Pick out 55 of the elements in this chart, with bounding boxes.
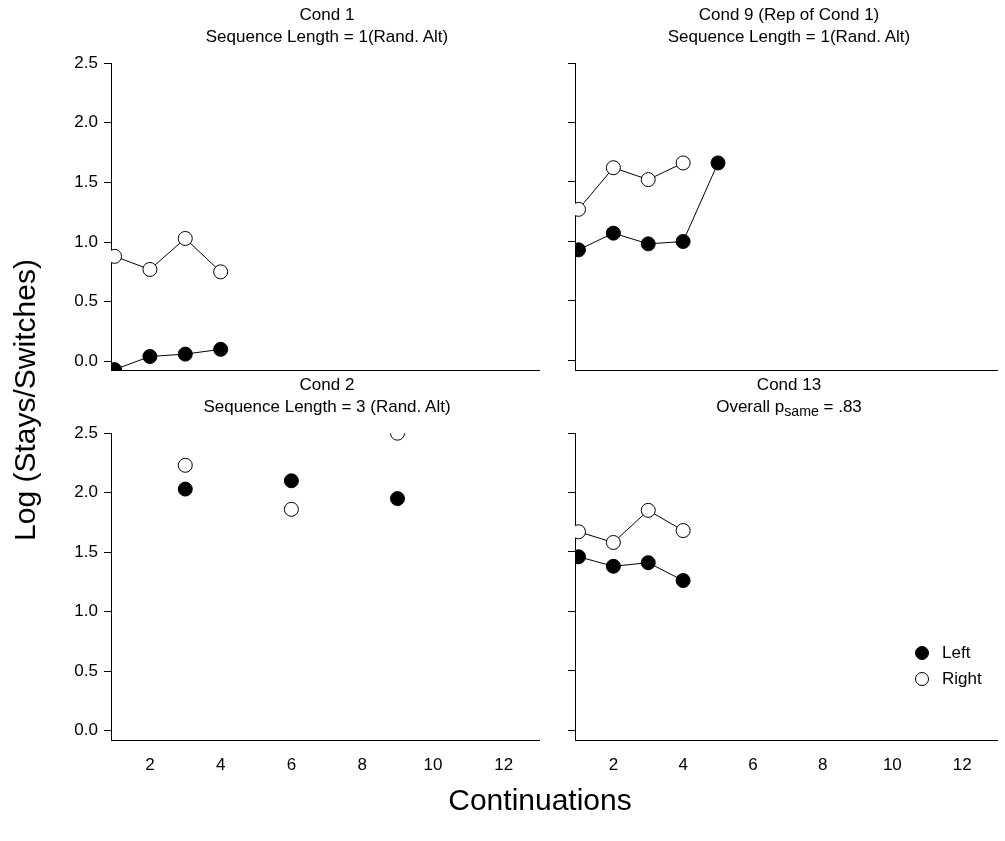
chart-subtitle: Sequence Length = 1(Rand. Alt) — [205, 27, 449, 46]
y-tick-label: 2.5 — [74, 52, 98, 72]
y-tick-label: 1.0 — [74, 601, 98, 621]
point — [640, 172, 656, 188]
chart-title: Cond 2 — [299, 375, 355, 394]
point — [605, 534, 621, 550]
y-tick-label: 1.5 — [74, 172, 98, 192]
y-tick-label: 0.0 — [74, 720, 98, 740]
x-tick-label: 4 — [215, 754, 226, 774]
point — [640, 502, 656, 518]
y-tick-label: 2.5 — [74, 422, 98, 442]
point — [213, 341, 229, 357]
x-axis-title: Continuations — [448, 783, 632, 817]
x-tick-label: 8 — [357, 754, 367, 774]
point — [177, 230, 193, 246]
x-tick-label: 4 — [678, 754, 688, 774]
x-tick-label: 6 — [748, 754, 758, 774]
x-tick-label: 12 — [952, 754, 972, 774]
y-axis-title: Log (Stays/Switches) — [8, 259, 42, 541]
legend-label: Right — [942, 668, 982, 688]
point — [675, 233, 691, 249]
chart-subtitle: Sequence Length = 1(Rand. Alt) — [667, 27, 911, 46]
point — [640, 236, 656, 252]
point — [640, 555, 656, 571]
point — [605, 558, 621, 574]
chart-title: Cond 13 — [756, 375, 822, 394]
y-tick-label: 2.0 — [74, 112, 98, 132]
x-tick-label: 8 — [817, 754, 828, 774]
point — [605, 225, 621, 241]
y-tick-label: 1.0 — [74, 231, 98, 251]
point — [177, 346, 193, 362]
point — [675, 523, 691, 539]
y-tick-label: 0.5 — [74, 291, 98, 311]
point — [142, 261, 158, 277]
y-tick-label: 0.5 — [74, 660, 98, 680]
point — [675, 155, 691, 171]
point — [142, 348, 158, 364]
chart-title: Cond 1 — [299, 5, 355, 24]
x-tick-label: 12 — [494, 754, 514, 774]
chart-title: Cond 9 (Rep of Cond 1) — [698, 5, 880, 24]
y-tick-label: 2.0 — [74, 482, 98, 502]
x-tick-label: 2 — [608, 754, 619, 774]
y-tick-label: 1.5 — [74, 541, 98, 561]
x-tick-label: 6 — [286, 754, 297, 774]
chart-subtitle: Overall p$_{same}$ = .83 — [716, 397, 862, 420]
point — [213, 264, 229, 280]
y-tick-label: 0.0 — [74, 350, 98, 370]
point — [710, 155, 726, 171]
x-tick-label: 2 — [145, 754, 155, 774]
x-tick-label: 10 — [882, 754, 902, 774]
point — [675, 573, 691, 589]
point — [605, 160, 621, 176]
legend-label: Left — [942, 642, 971, 662]
chart-subtitle: Sequence Length = 3 (Rand. Alt) — [203, 397, 451, 416]
x-tick-label: 10 — [423, 754, 443, 774]
